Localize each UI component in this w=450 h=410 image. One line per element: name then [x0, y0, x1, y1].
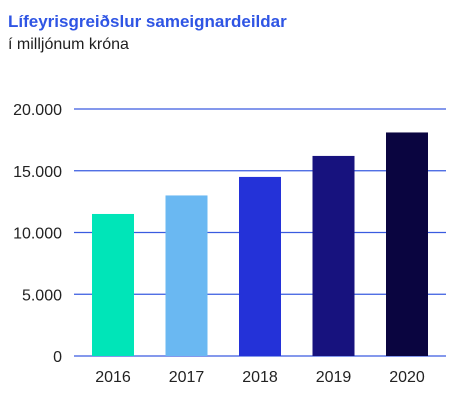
y-tick-label: 10.000 [13, 226, 62, 243]
bars [92, 132, 428, 356]
x-tick-label: 2020 [389, 369, 425, 386]
x-tick-label: 2018 [242, 369, 278, 386]
y-axis-ticks: 0 5.000 10.000 15.000 20.000 [13, 102, 62, 366]
bar-2018 [239, 176, 281, 356]
x-tick-label: 2017 [169, 369, 205, 386]
y-tick-label: 15.000 [13, 164, 62, 181]
y-tick-label: 5.000 [22, 287, 62, 304]
x-axis-ticks: 2016 2017 2018 2019 2020 [95, 369, 425, 386]
x-tick-label: 2019 [316, 369, 352, 386]
y-tick-label: 20.000 [13, 102, 62, 119]
chart-title: Lífeyrisgreiðslur sameignardeildar [8, 12, 287, 31]
bar-2019 [312, 155, 355, 356]
x-tick-label: 2016 [95, 369, 131, 386]
y-tick-label: 0 [53, 349, 62, 366]
bar-2016 [92, 213, 134, 356]
bar-2020 [386, 132, 428, 356]
chart-subtitle: í milljónum króna [8, 36, 129, 53]
bar-2017 [165, 195, 208, 356]
